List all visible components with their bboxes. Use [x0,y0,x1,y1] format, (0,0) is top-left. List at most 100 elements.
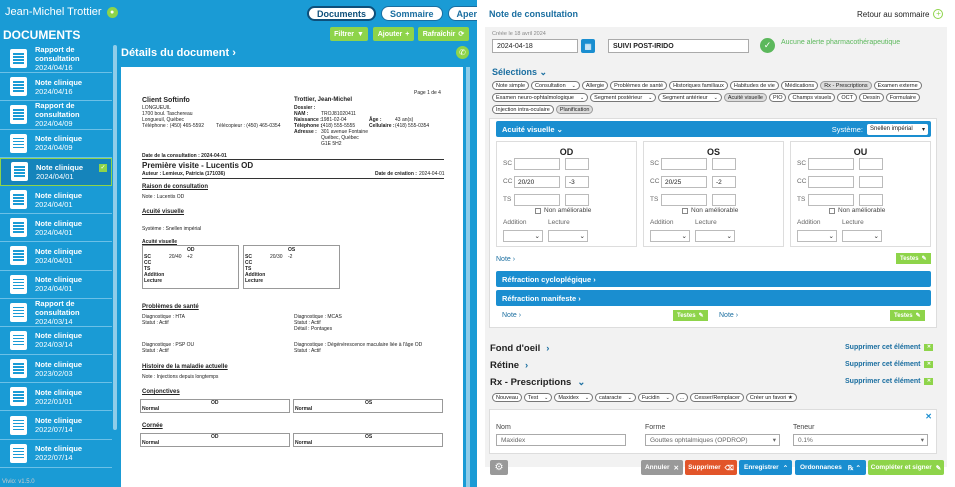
sc-input-2[interactable] [712,158,736,170]
addition-select[interactable]: ⌄ [503,230,543,242]
refresh-button[interactable]: Rafraîchir ⟳ [418,27,469,41]
ts-input-1[interactable] [661,194,707,206]
chip[interactable]: PIO [769,93,787,102]
chip[interactable]: ... [675,393,689,402]
ts-input-1[interactable] [514,194,560,206]
close-icon[interactable]: ✕ [925,412,932,421]
delete-fundus[interactable]: Supprimer cet élément ✕ [845,344,934,351]
addition-select[interactable]: ⌄ [650,230,690,242]
cc-input-1[interactable] [808,176,854,188]
document-item[interactable]: Note clinique 2024/04/01 [0,214,112,243]
cancel-button[interactable]: Annuler ✕ [641,460,683,475]
delete-rx[interactable]: Supprimer cet élément ✕ [845,378,934,385]
template-input[interactable]: SUIVI POST-IRIDO [608,39,749,53]
cc-input-1[interactable]: 20/25 [661,176,707,188]
chevron-right-icon[interactable]: › [232,47,236,59]
calendar-icon[interactable]: ▦ [581,39,595,53]
document-item[interactable]: Rapport de consultation 2024/04/09 [0,101,112,130]
lecture-select[interactable]: ⌄ [842,230,882,242]
chip[interactable]: Habitudes de vie [729,81,779,90]
orders-button[interactable]: Ordonnances ℞ ⌃ [795,460,866,475]
document-item[interactable]: Note clinique 2024/04/01 ✓ [0,157,112,186]
chat-icon[interactable]: ✆ [456,46,469,59]
chip[interactable]: Acuité visuelle [723,93,767,102]
tests-button-os[interactable]: Testes ✎ [890,310,925,321]
lecture-select[interactable]: ⌄ [548,230,588,242]
document-item[interactable]: Note clinique 2024/04/09 [0,130,112,158]
chip[interactable]: Créer un favori ★ [745,393,797,402]
chip[interactable]: Consultation ⌄ [531,81,580,90]
save-button[interactable]: Enregistrer ⌃ [739,460,792,475]
sc-input-1[interactable] [514,158,560,170]
document-item[interactable]: Note clinique 2023/02/03 [0,355,112,384]
chip[interactable]: Test ⌄ [524,393,553,402]
chip[interactable]: Allergie [581,81,609,90]
cc-input-1[interactable]: 20/20 [514,176,560,188]
chip[interactable]: Maxidex ⌄ [554,393,594,402]
tab-sommaire[interactable]: Sommaire [381,6,443,21]
cyclo-refraction-bar[interactable]: Réfraction cycloplégique › [496,271,931,287]
cc-input-2[interactable]: -3 [565,176,589,188]
chip[interactable]: Cesser/Remplacer [690,393,744,402]
chip[interactable]: Note simple [492,81,530,90]
delete-retina[interactable]: Supprimer cet élément ✕ [845,361,934,368]
selections-heading[interactable]: Sélections ⌄ [492,67,547,78]
add-button[interactable]: Ajouter + [373,27,414,41]
rx-name-input[interactable]: Maxidex [496,434,626,446]
sc-input-2[interactable] [565,158,589,170]
document-item[interactable]: Note clinique 2024/04/01 [0,186,112,215]
date-input[interactable]: 2024-04-18 [492,39,578,53]
sc-input-1[interactable] [808,158,854,170]
chip[interactable]: Rx - Prescriptions [820,81,872,90]
acuity-note-link[interactable]: Note › [496,256,516,263]
chip[interactable]: Problèmes de santé [610,81,668,90]
refraction-note-os[interactable]: Note › [719,312,739,319]
chip[interactable]: Planification [555,105,594,114]
document-item[interactable]: Rapport de consultation 2024/04/16 [0,45,112,74]
acuity-header[interactable]: Acuité visuelle ⌄ Système: Snellen impéri… [496,121,931,137]
document-item[interactable]: Note clinique 2022/07/14 [0,440,112,468]
refraction-note-od[interactable]: Note › [502,312,522,319]
document-item[interactable]: Note clinique 2024/04/01 [0,242,112,271]
tab-documents[interactable]: Documents [307,6,377,21]
chip[interactable]: Examen externe [873,81,922,90]
sc-input-2[interactable] [859,158,883,170]
chip[interactable]: Formulaire [885,93,921,102]
back-to-summary[interactable]: Retour au sommaire + [857,9,944,19]
ts-input-2[interactable] [565,194,589,206]
document-item[interactable]: Note clinique 2024/04/01 [0,271,112,299]
delete-button[interactable]: Supprimer ⌫ [685,460,737,475]
chip[interactable]: Examen neuro-ophtalmologique ⌄ [492,93,589,102]
non-ameliorable-checkbox[interactable]: Non améliorable [682,207,738,214]
chip[interactable]: Fucidin ⌄ [637,393,674,402]
non-ameliorable-checkbox[interactable]: Non améliorable [829,207,885,214]
chip[interactable]: Médications [780,81,819,90]
complete-sign-button[interactable]: Compléter et signer ✎ [868,460,944,475]
ts-input-2[interactable] [712,194,736,206]
lecture-select[interactable]: ⌄ [695,230,735,242]
filter-button[interactable]: Filtrer ▼ [330,27,368,41]
tests-button[interactable]: Testes ✎ [896,253,931,264]
settings-icon[interactable]: ⚙ [490,460,508,475]
tests-button-od[interactable]: Testes ✎ [673,310,708,321]
rx-heading[interactable]: Rx - Prescriptions ⌄ [490,377,585,388]
document-item[interactable]: Rapport de consultation 2024/03/14 [0,299,112,327]
user-icon[interactable]: ● [106,6,118,18]
non-ameliorable-checkbox[interactable]: Non améliorable [535,207,591,214]
sc-input-1[interactable] [661,158,707,170]
chip[interactable]: cataracte ⌄ [595,393,636,402]
addition-select[interactable]: ⌄ [797,230,837,242]
cc-input-2[interactable] [859,176,883,188]
list-scrollbar[interactable] [113,45,117,430]
rx-strength-select[interactable]: 0.1% ▾ [793,434,928,446]
chip[interactable]: Dessin [858,93,884,102]
ts-input-1[interactable] [808,194,854,206]
cc-input-2[interactable]: -2 [712,176,736,188]
rx-form-select[interactable]: Gouttes ophtalmiques (OPDROP) ▾ [645,434,780,446]
document-item[interactable]: Note clinique 2024/04/16 [0,73,112,102]
chip[interactable]: Segment postérieur ⌄ [590,93,657,102]
chip[interactable]: Champs visuels [788,93,836,102]
chip[interactable]: Nouveau [492,393,523,402]
retina-heading[interactable]: Rétine › [490,360,528,371]
system-select[interactable]: Snellen impérial ▾ [867,123,928,135]
